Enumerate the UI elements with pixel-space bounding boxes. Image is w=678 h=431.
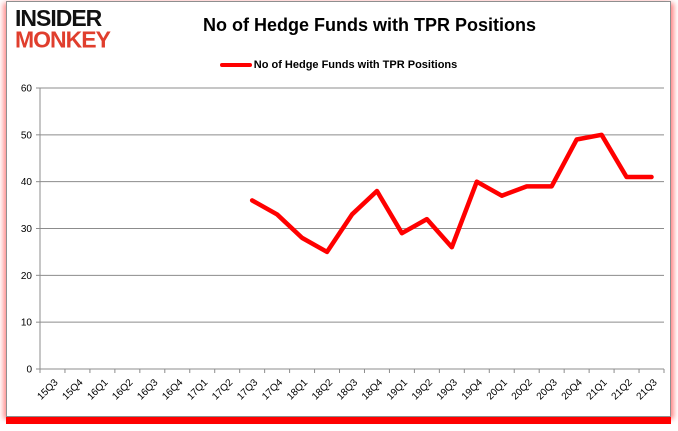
x-tick-label: 19Q2	[410, 377, 435, 402]
y-tick-label: 10	[21, 318, 33, 329]
y-tick-label: 40	[21, 177, 33, 188]
legend-label: No of Hedge Funds with TPR Positions	[253, 59, 458, 71]
x-tick-label: 18Q1	[285, 377, 310, 402]
x-tick-label: 19Q4	[460, 377, 485, 402]
x-tick-label: 16Q4	[160, 377, 185, 402]
insider-monkey-logo: INSIDER MONKEY	[15, 4, 111, 53]
series-line	[249, 132, 654, 255]
x-tick-label: 17Q4	[260, 377, 285, 402]
x-tick-label: 19Q1	[385, 377, 410, 402]
x-tick-label: 17Q2	[210, 377, 235, 402]
x-tick-label: 19Q3	[435, 377, 460, 402]
logo-word-insider: INSIDER	[15, 4, 102, 32]
y-tick-label: 30	[21, 224, 33, 235]
y-tick-label: 50	[21, 130, 33, 141]
x-tick-label: 17Q1	[185, 377, 210, 402]
logo-word-monkey: MONKEY	[15, 26, 111, 53]
x-tick-label: 16Q2	[110, 377, 135, 402]
x-tick-label: 18Q4	[360, 377, 385, 402]
legend: No of Hedge Funds with TPR Positions	[7, 59, 670, 71]
y-tick-label: 0	[26, 365, 32, 376]
x-tick-label: 16Q3	[135, 377, 160, 402]
x-tick-label: 16Q1	[85, 377, 110, 402]
chart-title: No of Hedge Funds with TPR Positions	[203, 15, 536, 35]
x-tick-label: 15Q4	[60, 377, 85, 402]
x-tick-label: 18Q2	[310, 377, 335, 402]
y-tick-label: 60	[21, 84, 33, 95]
y-tick-label: 20	[21, 271, 33, 282]
x-tick-label: 21Q1	[585, 377, 610, 402]
x-tick-label: 20Q1	[485, 377, 510, 402]
x-tick-label: 17Q3	[235, 377, 260, 402]
x-tick-label: 18Q3	[335, 377, 360, 402]
chart-card: INSIDER MONKEY No of Hedge Funds with TP…	[6, 1, 671, 417]
legend-line-swatch	[219, 63, 252, 67]
x-tick-label: 21Q3	[635, 377, 660, 402]
x-tick-label: 20Q4	[560, 377, 585, 402]
x-tick-label: 20Q2	[510, 377, 535, 402]
x-tick-label: 15Q3	[36, 377, 61, 402]
x-tick-label: 20Q3	[535, 377, 560, 402]
x-tick-label: 21Q2	[610, 377, 635, 402]
